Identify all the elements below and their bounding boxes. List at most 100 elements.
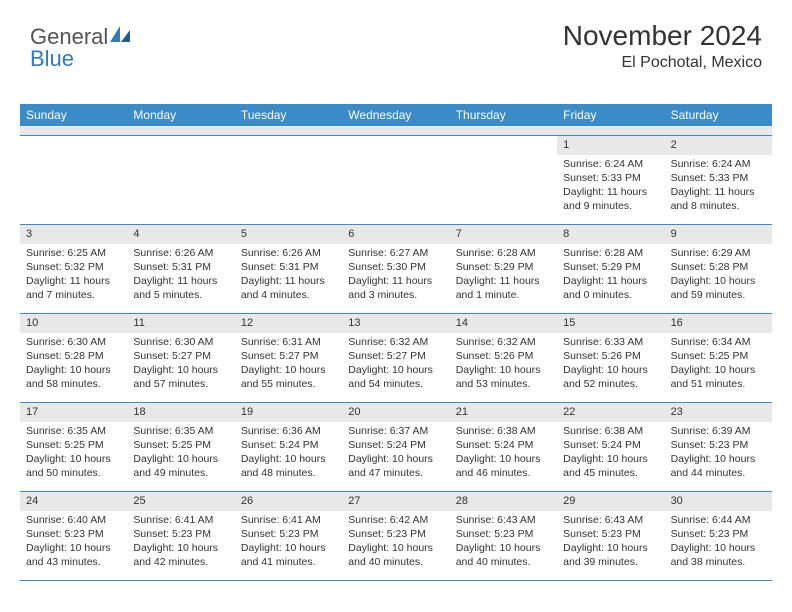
weekday: Friday xyxy=(557,104,664,126)
sunset-text: Sunset: 5:31 PM xyxy=(133,260,228,274)
day-body: Sunrise: 6:42 AMSunset: 5:23 PMDaylight:… xyxy=(342,511,449,576)
day-body: Sunrise: 6:29 AMSunset: 5:28 PMDaylight:… xyxy=(665,244,772,309)
daylight-text: Daylight: 10 hours and 42 minutes. xyxy=(133,541,228,569)
sunset-text: Sunset: 5:33 PM xyxy=(563,171,658,185)
day-body: Sunrise: 6:26 AMSunset: 5:31 PMDaylight:… xyxy=(235,244,342,309)
day-body: Sunrise: 6:25 AMSunset: 5:32 PMDaylight:… xyxy=(20,244,127,309)
daylight-text: Daylight: 10 hours and 59 minutes. xyxy=(671,274,766,302)
day-number: 23 xyxy=(665,403,772,422)
day-cell: 10Sunrise: 6:30 AMSunset: 5:28 PMDayligh… xyxy=(20,314,127,402)
sunset-text: Sunset: 5:25 PM xyxy=(671,349,766,363)
day-body: Sunrise: 6:33 AMSunset: 5:26 PMDaylight:… xyxy=(557,333,664,398)
day-cell: 2Sunrise: 6:24 AMSunset: 5:33 PMDaylight… xyxy=(665,136,772,224)
week-row: 10Sunrise: 6:30 AMSunset: 5:28 PMDayligh… xyxy=(20,314,772,403)
day-cell: 22Sunrise: 6:38 AMSunset: 5:24 PMDayligh… xyxy=(557,403,664,491)
weekday: Tuesday xyxy=(235,104,342,126)
sunset-text: Sunset: 5:23 PM xyxy=(26,527,121,541)
daylight-text: Daylight: 10 hours and 47 minutes. xyxy=(348,452,443,480)
day-body: Sunrise: 6:31 AMSunset: 5:27 PMDaylight:… xyxy=(235,333,342,398)
daylight-text: Daylight: 10 hours and 43 minutes. xyxy=(26,541,121,569)
sunset-text: Sunset: 5:32 PM xyxy=(26,260,121,274)
sunrise-text: Sunrise: 6:37 AM xyxy=(348,424,443,438)
day-cell: 11Sunrise: 6:30 AMSunset: 5:27 PMDayligh… xyxy=(127,314,234,402)
day-body: Sunrise: 6:24 AMSunset: 5:33 PMDaylight:… xyxy=(557,155,664,220)
sunrise-text: Sunrise: 6:32 AM xyxy=(456,335,551,349)
sunrise-text: Sunrise: 6:34 AM xyxy=(671,335,766,349)
daylight-text: Daylight: 11 hours and 3 minutes. xyxy=(348,274,443,302)
daylight-text: Daylight: 10 hours and 46 minutes. xyxy=(456,452,551,480)
sunset-text: Sunset: 5:28 PM xyxy=(26,349,121,363)
day-body xyxy=(450,140,557,148)
sunset-text: Sunset: 5:23 PM xyxy=(348,527,443,541)
daylight-text: Daylight: 11 hours and 4 minutes. xyxy=(241,274,336,302)
daylight-text: Daylight: 11 hours and 5 minutes. xyxy=(133,274,228,302)
sunrise-text: Sunrise: 6:30 AM xyxy=(133,335,228,349)
day-body: Sunrise: 6:44 AMSunset: 5:23 PMDaylight:… xyxy=(665,511,772,576)
sunset-text: Sunset: 5:23 PM xyxy=(671,527,766,541)
day-body: Sunrise: 6:38 AMSunset: 5:24 PMDaylight:… xyxy=(450,422,557,487)
sunset-text: Sunset: 5:24 PM xyxy=(348,438,443,452)
weekday: Thursday xyxy=(450,104,557,126)
sunrise-text: Sunrise: 6:25 AM xyxy=(26,246,121,260)
sunrise-text: Sunrise: 6:32 AM xyxy=(348,335,443,349)
day-body: Sunrise: 6:26 AMSunset: 5:31 PMDaylight:… xyxy=(127,244,234,309)
day-body: Sunrise: 6:24 AMSunset: 5:33 PMDaylight:… xyxy=(665,155,772,220)
day-cell: 21Sunrise: 6:38 AMSunset: 5:24 PMDayligh… xyxy=(450,403,557,491)
sunrise-text: Sunrise: 6:43 AM xyxy=(456,513,551,527)
day-number: 3 xyxy=(20,225,127,244)
day-cell: 18Sunrise: 6:35 AMSunset: 5:25 PMDayligh… xyxy=(127,403,234,491)
weekday-header: Sunday Monday Tuesday Wednesday Thursday… xyxy=(20,104,772,126)
day-number: 28 xyxy=(450,492,557,511)
sunrise-text: Sunrise: 6:42 AM xyxy=(348,513,443,527)
day-number: 4 xyxy=(127,225,234,244)
day-body: Sunrise: 6:28 AMSunset: 5:29 PMDaylight:… xyxy=(450,244,557,309)
day-number: 30 xyxy=(665,492,772,511)
day-cell: 14Sunrise: 6:32 AMSunset: 5:26 PMDayligh… xyxy=(450,314,557,402)
sunrise-text: Sunrise: 6:26 AM xyxy=(133,246,228,260)
sunrise-text: Sunrise: 6:38 AM xyxy=(456,424,551,438)
logo-sail-icon xyxy=(108,24,132,50)
day-body xyxy=(127,140,234,148)
logo-text-2: Blue xyxy=(30,46,74,72)
sunrise-text: Sunrise: 6:41 AM xyxy=(241,513,336,527)
day-number: 9 xyxy=(665,225,772,244)
day-number: 26 xyxy=(235,492,342,511)
day-number: 20 xyxy=(342,403,449,422)
weekday: Saturday xyxy=(665,104,772,126)
day-number: 12 xyxy=(235,314,342,333)
sunset-text: Sunset: 5:23 PM xyxy=(133,527,228,541)
header: November 2024 El Pochotal, Mexico xyxy=(563,20,762,72)
day-cell xyxy=(235,136,342,224)
day-cell: 30Sunrise: 6:44 AMSunset: 5:23 PMDayligh… xyxy=(665,492,772,580)
day-cell: 3Sunrise: 6:25 AMSunset: 5:32 PMDaylight… xyxy=(20,225,127,313)
day-cell xyxy=(20,136,127,224)
daylight-text: Daylight: 10 hours and 40 minutes. xyxy=(348,541,443,569)
day-number: 13 xyxy=(342,314,449,333)
daylight-text: Daylight: 10 hours and 57 minutes. xyxy=(133,363,228,391)
daylight-text: Daylight: 10 hours and 40 minutes. xyxy=(456,541,551,569)
day-number: 25 xyxy=(127,492,234,511)
week-row: 3Sunrise: 6:25 AMSunset: 5:32 PMDaylight… xyxy=(20,225,772,314)
day-cell: 23Sunrise: 6:39 AMSunset: 5:23 PMDayligh… xyxy=(665,403,772,491)
weekday: Sunday xyxy=(20,104,127,126)
sunrise-text: Sunrise: 6:35 AM xyxy=(26,424,121,438)
day-number: 27 xyxy=(342,492,449,511)
day-number: 7 xyxy=(450,225,557,244)
week-row: 24Sunrise: 6:40 AMSunset: 5:23 PMDayligh… xyxy=(20,492,772,581)
sunrise-text: Sunrise: 6:27 AM xyxy=(348,246,443,260)
daylight-text: Daylight: 10 hours and 50 minutes. xyxy=(26,452,121,480)
month-title: November 2024 xyxy=(563,20,762,52)
day-cell: 9Sunrise: 6:29 AMSunset: 5:28 PMDaylight… xyxy=(665,225,772,313)
sunset-text: Sunset: 5:24 PM xyxy=(241,438,336,452)
day-body: Sunrise: 6:32 AMSunset: 5:27 PMDaylight:… xyxy=(342,333,449,398)
day-body xyxy=(342,140,449,148)
day-body: Sunrise: 6:27 AMSunset: 5:30 PMDaylight:… xyxy=(342,244,449,309)
day-cell xyxy=(342,136,449,224)
sunrise-text: Sunrise: 6:33 AM xyxy=(563,335,658,349)
day-number: 17 xyxy=(20,403,127,422)
sunset-text: Sunset: 5:31 PM xyxy=(241,260,336,274)
day-body: Sunrise: 6:34 AMSunset: 5:25 PMDaylight:… xyxy=(665,333,772,398)
day-number: 11 xyxy=(127,314,234,333)
day-body: Sunrise: 6:30 AMSunset: 5:28 PMDaylight:… xyxy=(20,333,127,398)
sunrise-text: Sunrise: 6:41 AM xyxy=(133,513,228,527)
